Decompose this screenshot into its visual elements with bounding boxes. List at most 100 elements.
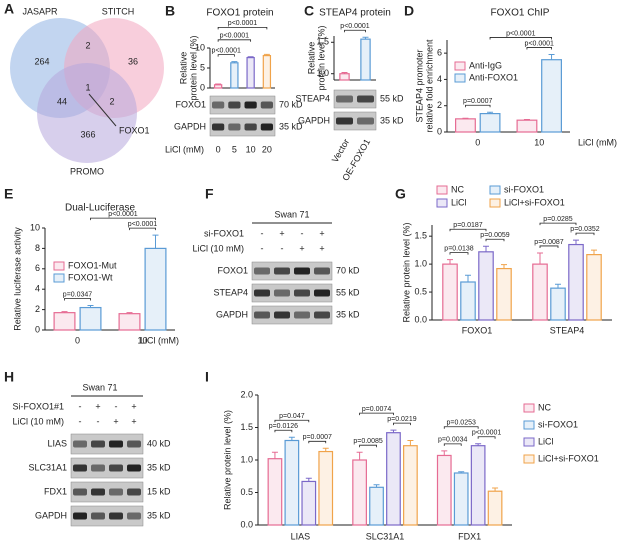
region-count: 36: [128, 56, 138, 66]
chart-title: STEAP4 protein: [319, 8, 391, 19]
significance-bracket: [393, 422, 411, 426]
region-count: 2: [109, 96, 114, 106]
p-value: p=0.0034: [438, 437, 467, 444]
condition-sign: +: [319, 243, 324, 253]
y-tick-label: 4: [437, 74, 442, 84]
significance-bracket: [485, 238, 505, 242]
band-name: FDX1: [44, 486, 67, 496]
panel-label: F: [205, 186, 214, 202]
legend-swatch: [523, 437, 535, 447]
p-value: p<0.0001: [340, 23, 369, 30]
error-bar: [126, 312, 133, 314]
significance-bracket: [575, 232, 595, 236]
significance-bracket: [217, 27, 268, 30]
blot-band: [244, 101, 257, 109]
y-axis-label: protein level (%): [188, 35, 198, 100]
error-bar: [407, 440, 414, 446]
bar: [118, 313, 141, 331]
significance-bracket: [308, 440, 327, 444]
bar: [284, 439, 300, 526]
bar: [339, 73, 350, 81]
blot-band: [254, 267, 270, 275]
legend-label: si-FOXO1: [538, 419, 578, 429]
band-size: 35 kD: [279, 121, 303, 131]
blot-strip: [70, 505, 144, 527]
significance-bracket: [477, 436, 496, 439]
blot-band: [73, 464, 87, 472]
bar: [213, 84, 223, 89]
blot-band: [274, 267, 290, 275]
x-tick-label: Vector: [330, 137, 351, 164]
blot-strip: [251, 261, 333, 281]
p-value: p=0.0138: [444, 245, 473, 252]
bar: [360, 38, 371, 81]
error-bar: [390, 429, 397, 433]
p-value: p<0.0001: [220, 33, 249, 40]
chart-title: FOXO1 ChIP: [491, 8, 550, 19]
y-axis-label: Relative protein level (%): [222, 410, 232, 510]
significance-bracket: [465, 104, 491, 108]
error-bar: [591, 249, 597, 255]
panel-label: I: [205, 369, 209, 385]
blot-band: [73, 440, 87, 448]
blot-band: [73, 488, 87, 496]
error-bar: [263, 53, 270, 56]
p-value: p=0.0347: [63, 291, 92, 298]
error-bar: [492, 487, 499, 492]
significance-bracket: [449, 228, 487, 232]
error-bar: [523, 119, 530, 121]
p-value: p<0.0001: [128, 221, 157, 228]
p-value: p=0.0007: [463, 98, 492, 105]
panel-label: D: [404, 3, 414, 19]
p-value: p=0.0352: [570, 226, 599, 233]
error-bar: [305, 477, 312, 482]
legend-label: Anti-FOXO1: [469, 72, 518, 82]
blot-title: Swan 71: [274, 209, 309, 219]
bar: [541, 59, 562, 133]
blot-band: [254, 289, 270, 297]
bar: [267, 458, 283, 526]
band-size: 55 kD: [336, 287, 360, 297]
bar: [53, 312, 76, 331]
chart-title: Dual-Luciferase: [65, 203, 135, 214]
blot-strip: [209, 117, 276, 137]
legend-swatch: [489, 198, 501, 208]
legend-swatch: [454, 73, 466, 83]
y-axis-label: Relative: [178, 52, 188, 85]
x-tick-label: STEAP4: [550, 325, 585, 335]
legend-swatch: [53, 273, 65, 283]
bar: [455, 118, 476, 133]
significance-bracket: [443, 426, 479, 429]
condition-sign: -: [301, 228, 304, 238]
error-bar: [458, 471, 465, 473]
bar: [262, 54, 272, 89]
blot-band: [109, 464, 123, 472]
legend-swatch: [53, 261, 65, 271]
p-value: p=0.0285: [543, 216, 572, 223]
bar: [301, 480, 317, 526]
error-bar: [475, 443, 482, 446]
band-name: FOXO1: [175, 99, 206, 109]
bar: [550, 287, 566, 321]
callout-label: FOXO1: [119, 125, 150, 135]
blot-strip: [70, 457, 144, 479]
error-bar: [373, 484, 380, 488]
bar: [460, 281, 476, 321]
error-bar: [548, 53, 555, 60]
error-bar: [483, 245, 489, 252]
condition-name: si-FOXO1: [204, 228, 244, 238]
legend-label: LiCl: [538, 436, 554, 446]
legend-label: si-FOXO1: [504, 184, 544, 194]
condition-sign: +: [279, 228, 284, 238]
significance-bracket: [274, 429, 293, 433]
blot-band: [314, 311, 330, 319]
error-bar: [247, 56, 254, 58]
blot-strip: [70, 433, 144, 455]
significance-bracket: [274, 419, 310, 423]
band-size: 40 kD: [147, 438, 171, 448]
significance-bracket: [539, 245, 559, 248]
blot-band: [91, 512, 105, 520]
blot-band: [212, 123, 225, 131]
p-value: p<0.0001: [506, 30, 535, 37]
band-name: GAPDH: [35, 510, 67, 520]
